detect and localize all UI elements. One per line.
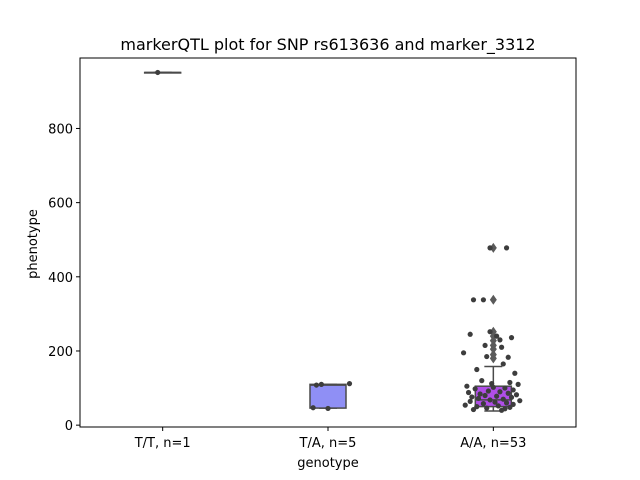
data-point: [477, 391, 483, 397]
chart-title: markerQTL plot for SNP rs613636 and mark…: [120, 35, 535, 55]
data-point: [490, 384, 496, 390]
outlier-marker: [489, 242, 497, 253]
plot-frame: [79, 57, 577, 428]
data-point: [313, 382, 320, 388]
data-point: [487, 245, 493, 251]
data-point: [502, 385, 508, 391]
data-point: [479, 378, 485, 384]
data-point: [510, 387, 516, 393]
data-point: [507, 379, 513, 386]
data-point: [487, 329, 493, 335]
data-point: [482, 392, 488, 399]
data-point: [497, 389, 503, 395]
data-point: [346, 381, 353, 387]
data-point: [485, 388, 491, 394]
data-point: [500, 396, 506, 402]
data-point: [462, 402, 468, 408]
data-point: [465, 389, 472, 396]
data-point: [480, 401, 487, 407]
x-tick-label: T/T, n=1: [134, 436, 191, 451]
data-point: [503, 245, 510, 251]
x-axis-label: genotype: [297, 456, 358, 471]
data-point: [505, 354, 511, 360]
data-point: [470, 297, 477, 303]
data-point: [469, 394, 475, 400]
y-tick-label: 600: [48, 197, 73, 212]
data-point: [464, 383, 470, 389]
x-tick-label: A/A, n=53: [460, 436, 526, 451]
data-point: [467, 398, 473, 405]
data-point: [515, 381, 521, 387]
data-point: [484, 353, 490, 360]
data-point: [467, 331, 473, 337]
data-point: [492, 399, 498, 405]
plot-area: [143, 69, 523, 413]
box-group: [309, 383, 347, 409]
data-point: [517, 398, 523, 404]
data-point: [318, 381, 324, 387]
data-point: [310, 405, 316, 411]
data-point: [513, 392, 520, 398]
data-point: [494, 393, 500, 399]
data-point: [508, 335, 515, 341]
data-point: [474, 404, 480, 410]
x-tick-label: T/A, n=5: [299, 436, 357, 451]
data-point: [494, 333, 500, 339]
data-point: [510, 401, 516, 407]
y-tick-label: 200: [48, 345, 73, 360]
y-axis-label: phenotype: [26, 209, 41, 279]
data-point: [475, 395, 482, 402]
data-point: [505, 390, 511, 396]
data-point: [497, 337, 503, 343]
data-point: [499, 407, 505, 413]
data-point: [499, 344, 505, 350]
data-point: [512, 370, 518, 376]
data-point: [480, 297, 487, 303]
data-point: [484, 405, 490, 411]
outlier-marker: [489, 349, 497, 360]
data-point: [507, 404, 513, 410]
data-point: [482, 342, 488, 349]
y-tick-label: 0: [65, 419, 73, 434]
data-point: [472, 386, 478, 392]
x-axis: T/T, n=1 T/A, n=5 A/A, n=53: [134, 427, 526, 451]
y-axis: 0 200 400 600 800: [48, 122, 80, 434]
outlier-marker: [489, 294, 497, 305]
data-point: [500, 361, 506, 367]
data-point: [470, 406, 477, 413]
data-point: [487, 397, 493, 403]
data-point: [508, 394, 515, 400]
data-point: [474, 366, 480, 373]
box-iqr: [309, 383, 347, 409]
data-point: [503, 400, 510, 406]
data-point: [495, 403, 501, 409]
data-point: [325, 405, 331, 412]
data-point: [460, 350, 467, 356]
box-group: [143, 71, 182, 74]
data-point: [155, 69, 161, 76]
y-tick-label: 400: [48, 271, 73, 286]
y-tick-label: 800: [48, 122, 73, 137]
